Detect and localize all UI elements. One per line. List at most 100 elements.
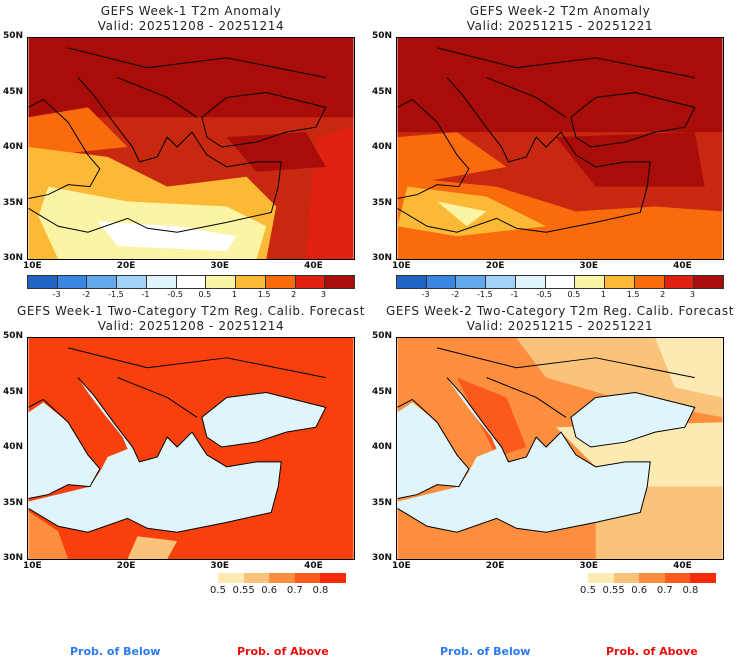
prob-tick-label: 0.8 bbox=[312, 585, 329, 596]
lat-label: 50N bbox=[372, 31, 393, 41]
prob-tick-label: 0.7 bbox=[286, 585, 303, 596]
colorbar-tick-label: 3 bbox=[689, 290, 695, 299]
lon-label: 30E bbox=[210, 561, 230, 571]
colorbar-swatch bbox=[613, 573, 640, 583]
lat-label: 50N bbox=[3, 31, 24, 41]
lat-label: 50N bbox=[3, 331, 24, 341]
legend-prob-below-2: Prob. of Below bbox=[440, 645, 531, 658]
legend-prob-below-1: Prob. of Below bbox=[70, 645, 161, 658]
lat-label: 45N bbox=[372, 386, 393, 397]
colorbar-tick-label: -0.5 bbox=[167, 290, 183, 299]
colorbar-swatch bbox=[218, 573, 244, 583]
colorbar-swatch bbox=[486, 276, 516, 288]
lon-label: 20E bbox=[116, 261, 136, 271]
colorbar-tick-label: 1 bbox=[600, 290, 606, 299]
lon-label: 10E bbox=[392, 261, 411, 271]
colorbar-swatch bbox=[206, 276, 237, 288]
colorbar-swatch bbox=[176, 276, 207, 288]
colorbar-swatch bbox=[605, 276, 635, 288]
lon-label: 10E bbox=[23, 561, 42, 571]
lat-label: 40N bbox=[3, 142, 24, 152]
panel2-title: GEFS Week-2 T2m Anomaly Valid: 20251215 -… bbox=[466, 4, 654, 33]
colorbar-tick-label: -3 bbox=[421, 290, 430, 299]
week2-anomaly-map bbox=[396, 37, 724, 260]
lat-label: 30N bbox=[372, 553, 393, 563]
colorbar-swatch bbox=[325, 276, 355, 288]
panel3-title: GEFS Week-1 Two-Category T2m Reg. Calib.… bbox=[16, 304, 366, 333]
colorbar-swatch bbox=[320, 573, 346, 583]
colorbar-swatch bbox=[639, 573, 665, 583]
lat-label: 40N bbox=[3, 442, 24, 452]
week2-probability-map bbox=[396, 337, 724, 560]
lat-label: 45N bbox=[3, 86, 24, 97]
colorbar-swatch bbox=[694, 276, 724, 288]
lat-label: 35N bbox=[372, 497, 393, 508]
lon-label: 40E bbox=[304, 561, 323, 571]
lat-label: 40N bbox=[372, 442, 393, 452]
colorbar-tick-label: -2 bbox=[82, 290, 91, 299]
colorbar-swatch bbox=[690, 573, 716, 583]
colorbar-tick-label: 1 bbox=[231, 290, 237, 299]
legend-prob-above-1: Prob. of Above bbox=[237, 645, 329, 658]
lat-label: 40N bbox=[372, 142, 393, 152]
lon-label: 10E bbox=[392, 561, 411, 571]
lat-label: 45N bbox=[372, 86, 393, 97]
lat-label: 35N bbox=[3, 197, 24, 208]
colorbar-swatch bbox=[265, 276, 296, 288]
colorbar-tick-label: 3 bbox=[320, 290, 326, 299]
colorbar-tick-label: 0.5 bbox=[567, 290, 581, 299]
lat-label: 30N bbox=[3, 553, 24, 563]
colorbar-swatch bbox=[664, 276, 695, 288]
colorbar-swatch bbox=[397, 276, 427, 288]
colorbar-tick-label: -1 bbox=[141, 290, 150, 299]
week1-anomaly-map bbox=[27, 37, 355, 260]
lon-label: 20E bbox=[485, 561, 505, 571]
colorbar-tick-label: 1.5 bbox=[257, 290, 271, 299]
prob-tick-label: 0.6 bbox=[631, 585, 648, 596]
colorbar-tick-label: 2 bbox=[660, 290, 666, 299]
prob-colorbar-1 bbox=[218, 573, 346, 583]
lat-label: 50N bbox=[372, 331, 393, 341]
lon-label: 10E bbox=[23, 261, 42, 271]
week1-probability-map bbox=[27, 337, 355, 560]
colorbar-swatch bbox=[236, 276, 266, 288]
legend-prob-above-2: Prob. of Above bbox=[606, 645, 698, 658]
colorbar-tick-label: -0.5 bbox=[536, 290, 552, 299]
lat-label: 30N bbox=[3, 253, 24, 263]
colorbar-swatch bbox=[294, 573, 321, 583]
lon-label: 20E bbox=[485, 261, 505, 271]
anomaly-colorbar-1 bbox=[27, 275, 355, 289]
colorbar-swatch bbox=[426, 276, 457, 288]
lon-label: 30E bbox=[579, 261, 599, 271]
anomaly-colorbar-2 bbox=[396, 275, 724, 289]
colorbar-swatch bbox=[87, 276, 118, 288]
colorbar-swatch bbox=[515, 276, 546, 288]
colorbar-swatch bbox=[634, 276, 665, 288]
panel1-title: GEFS Week-1 T2m Anomaly Valid: 20251208 -… bbox=[97, 4, 285, 33]
colorbar-tick-label: 1.5 bbox=[626, 290, 640, 299]
colorbar-tick-label: -2 bbox=[451, 290, 460, 299]
lon-label: 40E bbox=[304, 261, 323, 271]
prob-tick-label: 0.6 bbox=[261, 585, 278, 596]
colorbar-swatch bbox=[545, 276, 576, 288]
prob-tick-label: 0.55 bbox=[232, 585, 255, 596]
colorbar-tick-label: 0.5 bbox=[198, 290, 212, 299]
lon-label: 40E bbox=[673, 261, 692, 271]
colorbar-swatch bbox=[243, 573, 270, 583]
prob-tick-label: 0.5 bbox=[210, 585, 226, 596]
panel4-title: GEFS Week-2 Two-Category T2m Reg. Calib.… bbox=[385, 304, 735, 333]
colorbar-tick-label: -1.5 bbox=[477, 290, 493, 299]
colorbar-swatch bbox=[575, 276, 606, 288]
prob-tick-label: 0.8 bbox=[682, 585, 699, 596]
prob-colorbar-2 bbox=[588, 573, 716, 583]
prob-tick-label: 0.7 bbox=[656, 585, 673, 596]
lon-label: 40E bbox=[673, 561, 692, 571]
colorbar-swatch bbox=[28, 276, 58, 288]
colorbar-swatch bbox=[588, 573, 614, 583]
colorbar-swatch bbox=[664, 573, 691, 583]
lat-label: 35N bbox=[3, 497, 24, 508]
colorbar-tick-label: 2 bbox=[291, 290, 297, 299]
colorbar-tick-label: -1 bbox=[510, 290, 519, 299]
prob-tick-label: 0.5 bbox=[580, 585, 596, 596]
colorbar-tick-label: -3 bbox=[52, 290, 61, 299]
